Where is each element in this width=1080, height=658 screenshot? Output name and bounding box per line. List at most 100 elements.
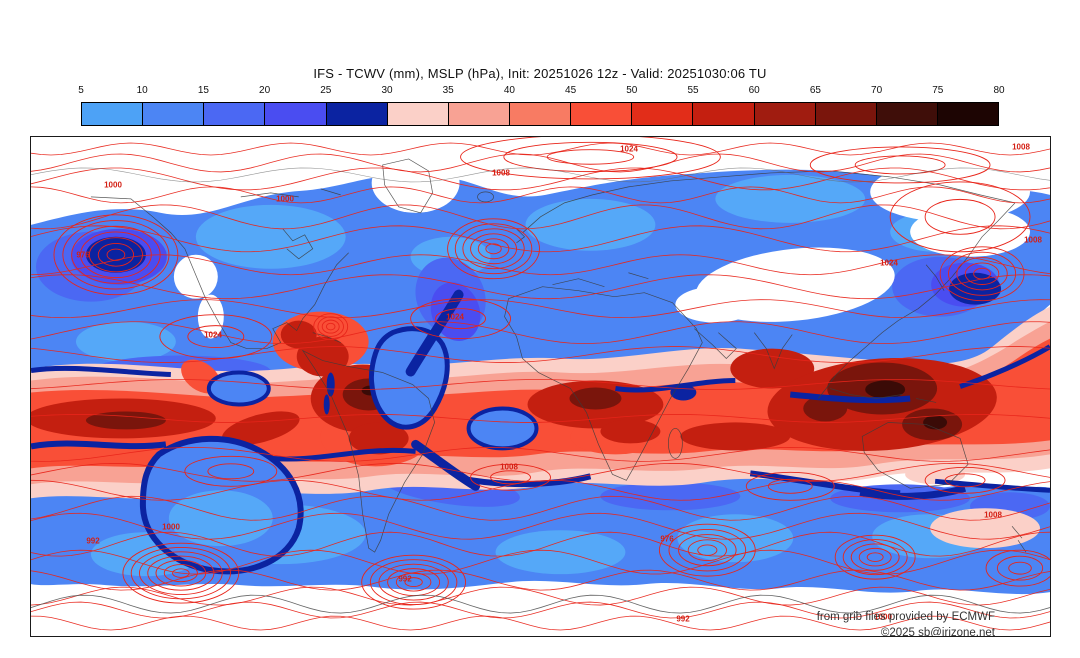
mslp-contour-line <box>31 299 1050 319</box>
contour-label: 1008 <box>500 462 518 472</box>
contour-label: 1000 <box>874 612 892 622</box>
map-shape <box>925 264 945 291</box>
map-shape <box>246 252 349 349</box>
mslp-contour-ring <box>462 228 525 270</box>
mslp-contour-line <box>31 225 1050 253</box>
mslp-contour-ring <box>858 547 892 567</box>
map-shape <box>949 272 1002 305</box>
mslp-contour-ring <box>404 577 423 588</box>
contour-label: 1024 <box>204 330 222 340</box>
colorbar-tick: 5 <box>78 85 84 96</box>
mslp-contour-line <box>31 462 1050 482</box>
mslp-contour-ring <box>106 248 126 261</box>
map-svg <box>31 137 1050 636</box>
mslp-contour-ring <box>62 220 170 290</box>
map-shape <box>668 428 683 459</box>
mslp-contour-ring <box>88 237 143 273</box>
map-shape <box>905 464 966 485</box>
mslp-contour-ring <box>184 455 278 487</box>
mslp-contour-line <box>31 549 1050 575</box>
contour-label: 1008 <box>1012 142 1030 152</box>
colorbar-cell <box>326 103 388 125</box>
mslp-contour-line <box>31 495 1050 521</box>
colorbar-tick: 80 <box>993 85 1005 96</box>
contour-label: 1000 <box>162 522 180 532</box>
map-shape <box>405 289 464 377</box>
mslp-contour-line <box>31 153 1050 173</box>
mslp-contour-line <box>31 512 1050 540</box>
mslp-contour-line <box>31 346 1050 363</box>
coastline-layer <box>90 158 1027 553</box>
attribution-copyright: ©2025 sb@irizone.net <box>880 627 995 637</box>
mslp-contour-ring <box>973 267 991 280</box>
mslp-contour-ring <box>477 238 510 260</box>
map-shape <box>859 484 967 500</box>
contour-label: 976 <box>76 250 90 260</box>
mslp-contour-line <box>31 167 1050 191</box>
colorbar-tick: 60 <box>748 85 760 96</box>
map-shape <box>516 228 526 244</box>
colorbar-cell <box>448 103 510 125</box>
map-shape <box>865 380 906 399</box>
colorbar-tick: 10 <box>136 85 148 96</box>
map-shape <box>730 348 815 389</box>
mslp-contour-ring <box>454 223 533 275</box>
mslp-contour-ring <box>97 242 135 267</box>
map-shape <box>301 349 435 553</box>
contour-label: 992 <box>398 574 412 584</box>
mslp-contour-ring <box>842 539 908 576</box>
map-shape <box>910 206 1031 257</box>
mslp-contour-ring <box>378 563 449 601</box>
mslp-contour-line <box>31 615 1050 631</box>
colorbar-tick: 25 <box>320 85 332 96</box>
colorbar-cell <box>693 103 755 125</box>
colorbar-cell <box>632 103 694 125</box>
mslp-contour-line <box>31 569 1050 591</box>
colorbar-cell <box>815 103 877 125</box>
colorbar-tick: 40 <box>503 85 515 96</box>
map-shape <box>466 406 539 451</box>
map-shape <box>382 158 433 214</box>
mslp-contour-line <box>31 167 1050 183</box>
map-shape <box>312 332 341 343</box>
map-shape <box>835 202 1016 375</box>
mslp-contour-line <box>31 479 1050 501</box>
contour-label: 992 <box>86 536 100 546</box>
mslp-contour-line <box>31 414 1050 423</box>
mslp-contour-ring <box>410 298 511 340</box>
colorbar-tick: 15 <box>197 85 209 96</box>
map-shape <box>90 196 247 349</box>
mslp-contour-ring <box>490 470 531 485</box>
mslp-contour-ring <box>159 314 273 360</box>
map-shape <box>525 198 656 251</box>
mslp-contour-ring <box>361 554 467 610</box>
mslp-contour-ring <box>678 534 737 567</box>
map-shape <box>85 411 166 430</box>
map-shape <box>369 326 450 430</box>
colorbar-tick: 35 <box>442 85 454 96</box>
mslp-contour-ring <box>485 243 502 255</box>
contour-label: 1008 <box>984 510 1002 520</box>
mslp-contour-ring <box>325 322 336 331</box>
colorbar-cell <box>143 103 205 125</box>
mslp-contour-ring <box>321 319 340 334</box>
mslp-contour-ring <box>948 251 1017 296</box>
colorbar-tick: 20 <box>259 85 271 96</box>
colorbar-tick: 65 <box>809 85 821 96</box>
map-shape <box>694 328 737 360</box>
mslp-contour-line <box>31 594 1050 614</box>
mslp-contour-ring <box>317 316 344 337</box>
tcwv-shading-layer <box>31 137 1050 636</box>
map-panel: 1024 1008 1000 1008 976 1024 1000 1024 1008 1024 9… <box>30 136 1051 637</box>
colorbar-cell <box>509 103 572 125</box>
mslp-contour-ring <box>854 155 946 175</box>
attribution-source: from grib files provided by ECMWF <box>816 611 995 623</box>
mslp-contour-ring <box>187 325 245 349</box>
colorbar-cell <box>876 103 938 125</box>
colorbar-cell <box>387 103 449 125</box>
mslp-contour-ring <box>130 547 231 600</box>
mslp-contour-ring <box>460 137 721 180</box>
map-shape <box>195 204 346 269</box>
map-shape <box>870 161 1031 222</box>
mslp-contour-ring <box>163 564 198 583</box>
